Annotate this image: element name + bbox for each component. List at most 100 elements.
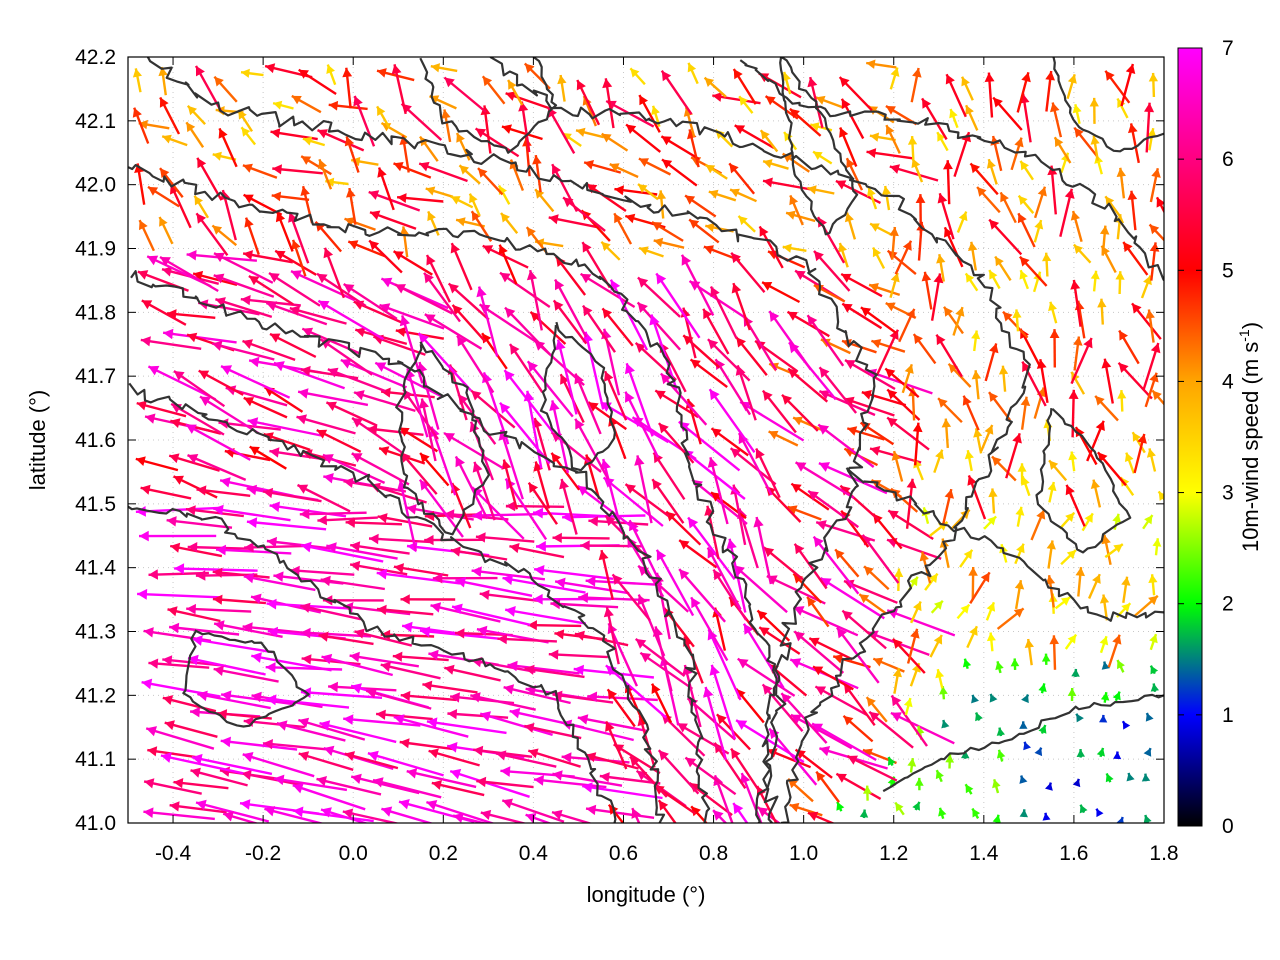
wind-vector-head	[217, 709, 228, 720]
wind-vector-head	[911, 158, 921, 169]
wind-vector-head	[1127, 190, 1138, 200]
wind-vector-head	[399, 427, 410, 437]
wind-vector-head	[759, 226, 769, 237]
wind-vector-head	[213, 504, 224, 516]
wind-vector-head	[418, 398, 429, 409]
wind-vector-head	[164, 720, 175, 731]
terrain-contour-line	[1052, 57, 1164, 153]
wind-vector-head	[632, 417, 644, 428]
wind-vector-head	[132, 68, 142, 78]
wind-vector-head	[588, 402, 599, 412]
colorbar: 0 1 2 3 4 5 6 7 10m-wind speed (m s-1)	[1177, 37, 1263, 838]
wind-vector-head	[241, 127, 251, 137]
wind-vector-head	[1071, 668, 1080, 677]
wind-vector-head	[267, 626, 278, 638]
wind-vector-head	[1090, 270, 1100, 280]
wind-vector-shaft	[756, 806, 781, 823]
wind-vector-head	[763, 159, 773, 169]
wind-vector-head	[1105, 196, 1115, 206]
wind-vector-shaft	[343, 717, 421, 727]
wind-vector-head	[426, 717, 438, 729]
wind-vector-shaft	[300, 544, 384, 563]
wind-vector-head	[476, 776, 487, 788]
colorbar-tick-label: 1	[1222, 704, 1234, 727]
wind-vector-shaft	[212, 570, 270, 579]
wind-vector-shaft	[550, 602, 619, 609]
wind-vector-head	[212, 225, 223, 235]
wind-vector-head	[902, 240, 912, 251]
wind-vector-head	[476, 625, 488, 637]
wind-vector-head	[1150, 683, 1159, 692]
y-tick-label: 42.0	[75, 174, 116, 197]
wind-vector-head	[214, 620, 225, 631]
wind-vector-head	[845, 360, 856, 370]
wind-vector-head	[1113, 751, 1122, 760]
wind-vector-head	[349, 651, 360, 663]
wind-vector-head	[1144, 102, 1155, 113]
wind-vector-head	[934, 600, 943, 610]
wind-vector-head	[501, 213, 510, 223]
wind-vector-head	[630, 68, 640, 78]
wind-vector-head	[167, 606, 178, 617]
wind-vector-head	[266, 694, 277, 706]
wind-vector-head	[479, 589, 490, 600]
wind-vector-head	[430, 602, 442, 613]
wind-vector-head	[889, 164, 900, 174]
wind-vector-head	[1097, 298, 1107, 308]
wind-vector-shaft	[533, 568, 614, 580]
wind-vector-head	[524, 664, 535, 675]
wind-vector-head	[138, 119, 148, 130]
wind-vector-head	[441, 109, 451, 119]
wind-vector-head	[548, 214, 559, 225]
wind-vector-head	[244, 217, 254, 228]
x-tick-label: 1.8	[1149, 842, 1178, 865]
wind-vector-shaft	[578, 596, 650, 602]
wind-vector-head	[599, 772, 610, 783]
colorbar-gradient	[1177, 47, 1203, 827]
wind-vector-shaft	[349, 654, 419, 668]
wind-vector-shaft	[755, 516, 773, 585]
x-tick-label: 0.8	[699, 842, 728, 865]
wind-vector-head	[243, 194, 254, 204]
wind-vector-head	[816, 771, 826, 782]
wind-vector-shaft	[495, 752, 557, 768]
wind-vector-head	[709, 389, 720, 401]
wind-vector-head	[316, 776, 327, 787]
wind-vector-shaft	[187, 453, 247, 482]
wind-vector-head	[300, 627, 311, 639]
wind-vector-head	[1034, 747, 1043, 757]
colorbar-label-sup: -1	[1236, 329, 1252, 342]
wind-vector-head	[552, 164, 561, 175]
terrain-contour-line	[130, 270, 711, 823]
wind-vector-head	[790, 658, 802, 669]
wind-vector-head	[527, 620, 537, 631]
wind-vector-shaft	[321, 655, 394, 677]
wind-vector-head	[552, 809, 563, 820]
y-tick-label: 41.4	[75, 557, 116, 580]
wind-vector-head	[373, 777, 384, 788]
wind-vector-head	[444, 509, 455, 520]
wind-vector-head	[400, 452, 411, 463]
wind-vector-head	[426, 800, 438, 811]
wind-vector-head	[909, 576, 918, 587]
wind-vector-shaft	[602, 458, 623, 532]
wind-vector-head	[321, 653, 333, 665]
wind-vector-head	[605, 721, 615, 732]
wind-vector-head	[263, 739, 273, 750]
wind-vector-head	[399, 315, 410, 327]
wind-vector-head	[221, 365, 233, 375]
wind-vector-head	[135, 506, 146, 517]
wind-vector-shaft	[636, 301, 681, 351]
wind-vector-head	[196, 485, 207, 496]
wind-vector-head	[935, 449, 944, 460]
wind-vector-shaft	[220, 739, 298, 751]
wind-vector-head	[169, 801, 180, 812]
wind-vector-head	[887, 389, 898, 400]
wind-vector-head	[273, 571, 284, 582]
wind-vector-head	[1079, 804, 1088, 814]
wind-vector-head	[1014, 137, 1024, 148]
wind-vector-head	[1112, 513, 1121, 523]
wind-vector-shaft	[552, 772, 623, 787]
wind-vector-head	[885, 125, 895, 135]
wind-vector-head	[810, 122, 820, 132]
